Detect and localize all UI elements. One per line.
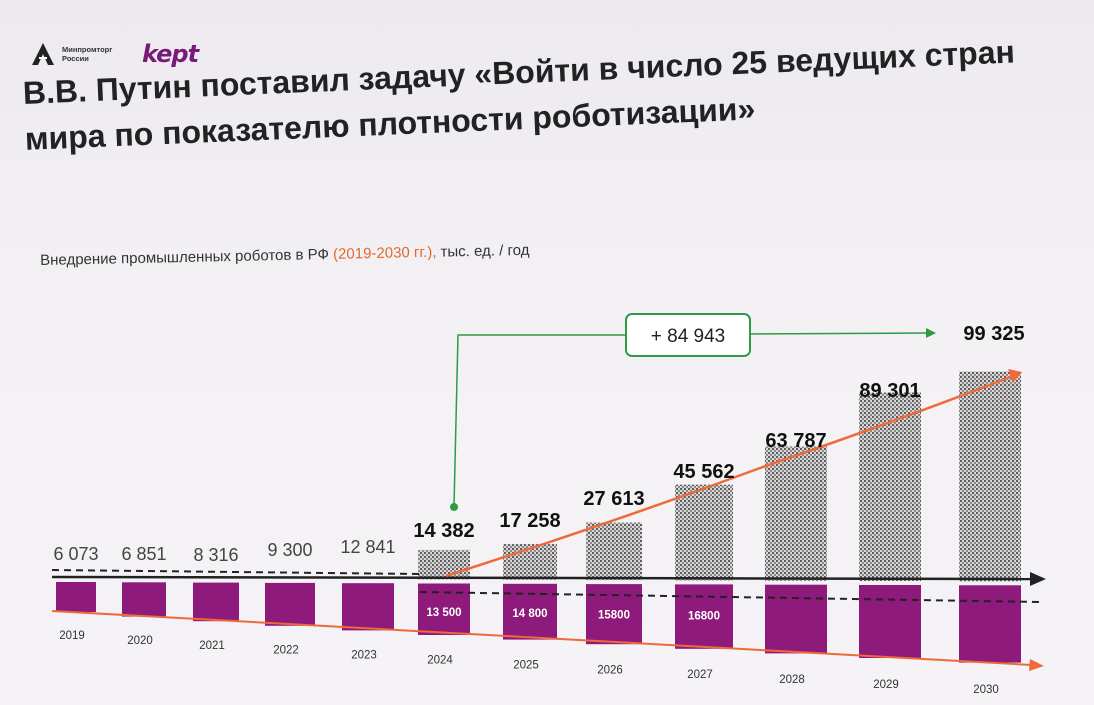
hatch-bar-2028 <box>765 446 827 581</box>
hatch-bar-2027 <box>675 484 733 581</box>
value-label-2029: 89 301 <box>859 380 920 402</box>
logos: Минпромторг России kept <box>30 40 199 68</box>
value-label-2027: 45 562 <box>673 461 734 483</box>
value-label-2023: 12 841 <box>340 537 395 557</box>
axis-line <box>51 575 1037 581</box>
year-label-2019: 2019 <box>59 630 85 642</box>
bar-2019 <box>56 582 96 612</box>
minpromtorg-emblem-icon <box>32 43 54 65</box>
bar-2027 <box>675 584 733 649</box>
value-label-2030: 99 325 <box>963 323 1024 345</box>
value-label-2020: 6 851 <box>121 544 166 564</box>
year-label-2020: 2020 <box>127 635 153 647</box>
bar-2030 <box>959 585 1021 663</box>
hatch-bar-2029 <box>859 392 921 581</box>
year-label-2030: 2030 <box>973 684 999 696</box>
hatch-bar-2030 <box>959 371 1021 582</box>
inner-label-2026: 15800 <box>598 609 630 621</box>
kept-logo: kept <box>142 40 199 68</box>
year-label-2028: 2028 <box>779 674 805 686</box>
value-label-2019: 6 073 <box>53 544 98 564</box>
value-label-2022: 9 300 <box>267 540 312 560</box>
inner-label-2027: 16800 <box>688 611 720 623</box>
year-label-2026: 2026 <box>597 664 623 676</box>
axis-arrow-icon <box>1030 572 1046 586</box>
year-label-2023: 2023 <box>351 650 377 662</box>
value-label-2024: 14 382 <box>413 520 474 542</box>
dashed-line-lower <box>419 591 1041 603</box>
callout-dot <box>450 503 458 511</box>
bar-2022 <box>265 582 315 626</box>
value-label-2026: 27 613 <box>583 488 644 510</box>
value-label-2028: 63 787 <box>765 430 826 452</box>
growth-arrow-icon <box>1008 369 1022 383</box>
baseline-arrow-icon <box>1029 659 1044 671</box>
value-label-2025: 17 258 <box>499 510 560 532</box>
minpromtorg-logo: Минпромторг России <box>30 41 132 67</box>
year-label-2022: 2022 <box>273 645 299 657</box>
growth-curve <box>445 372 1019 578</box>
year-label-2021: 2021 <box>199 640 225 652</box>
bar-2029 <box>859 585 921 658</box>
bar-2023 <box>342 583 394 631</box>
inner-label-2024: 13 500 <box>426 607 461 619</box>
year-label-2024: 2024 <box>427 655 453 667</box>
hatch-bar-2024 <box>418 549 470 580</box>
bar-2021 <box>193 582 239 622</box>
year-label-2027: 2027 <box>687 669 713 681</box>
value-label-2021: 8 316 <box>193 545 238 565</box>
dashed-line-upper <box>51 569 421 575</box>
callout-arrow-icon <box>926 328 936 338</box>
callout-connector-right <box>749 332 929 335</box>
callout-box <box>625 313 751 357</box>
baseline-trend-line <box>51 610 1033 666</box>
hatch-bar-2026 <box>586 522 642 581</box>
hatch-bar-2025 <box>503 544 557 580</box>
bar-2026 <box>586 584 642 645</box>
inner-label-2025: 14 800 <box>512 608 547 620</box>
year-label-2029: 2029 <box>873 679 899 691</box>
bar-2028 <box>765 584 827 654</box>
year-label-2025: 2025 <box>513 659 539 671</box>
minpromtorg-label: Минпромторг России <box>62 45 113 63</box>
callout-connector <box>453 334 626 507</box>
bar-2020 <box>122 582 166 617</box>
callout-text: + 84 943 <box>651 326 726 347</box>
